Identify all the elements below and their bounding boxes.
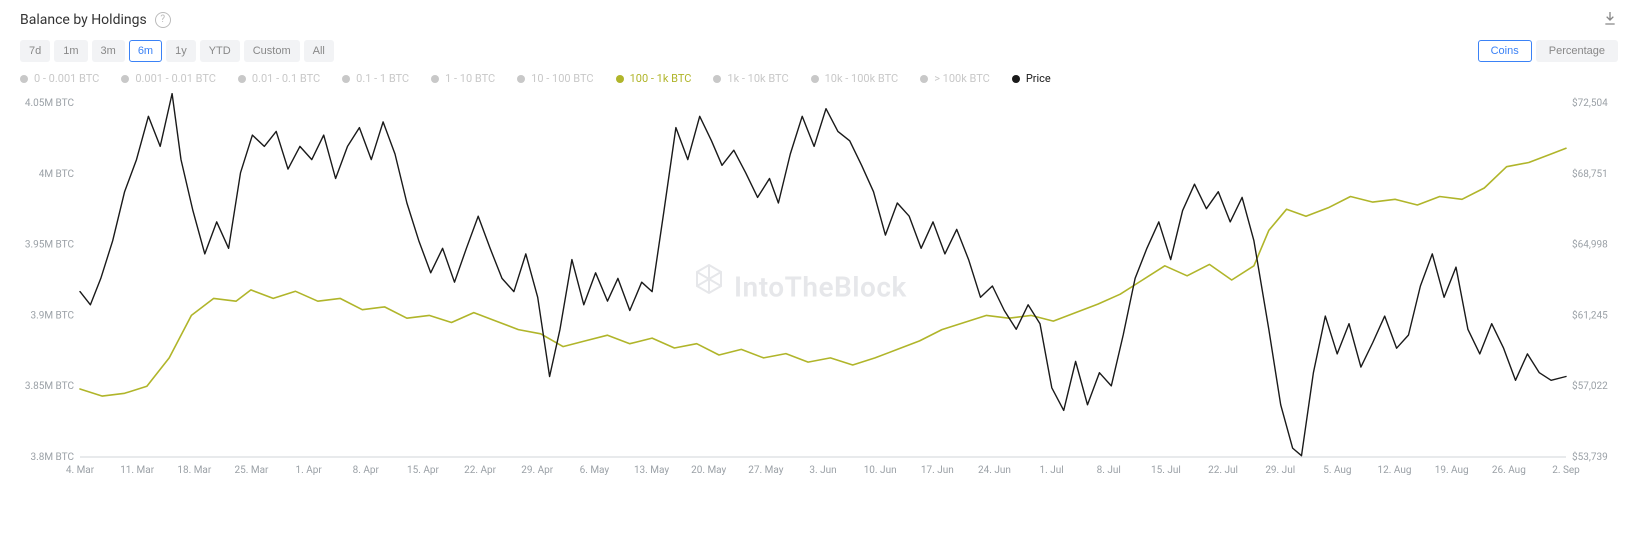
legend-dot-icon [121,75,129,83]
svg-text:1. Jul: 1. Jul [1040,465,1064,476]
svg-text:IntoTheBlock: IntoTheBlock [734,270,907,303]
unit-btn-coins[interactable]: Coins [1478,40,1532,62]
legend-dot-icon [713,75,721,83]
svg-text:4. Mar: 4. Mar [66,465,95,476]
legend-dot-icon [20,75,28,83]
range-btn-all[interactable]: All [304,40,334,62]
unit-btn-percentage[interactable]: Percentage [1536,40,1618,62]
svg-text:1. Apr: 1. Apr [295,465,322,476]
legend-label: 0.1 - 1 BTC [356,72,409,85]
legend-label: Price [1026,72,1051,85]
range-btn-custom[interactable]: Custom [244,40,300,62]
svg-text:3.8M BTC: 3.8M BTC [30,452,74,463]
svg-text:29. Apr: 29. Apr [521,465,553,476]
range-btn-3m[interactable]: 3m [92,40,125,62]
help-icon[interactable]: ? [155,12,171,28]
svg-text:6. May: 6. May [580,465,610,476]
legend-item[interactable]: 10k - 100k BTC [811,72,899,85]
svg-text:24. Jun: 24. Jun [978,465,1011,476]
legend: 0 - 0.001 BTC 0.001 - 0.01 BTC 0.01 - 0.1 … [0,72,1638,93]
download-icon[interactable] [1602,10,1618,30]
time-range-group: 7d1m3m6m1yYTDCustomAll [20,40,334,62]
legend-dot-icon [431,75,439,83]
legend-dot-icon [342,75,350,83]
legend-item[interactable]: > 100k BTC [920,72,990,85]
svg-text:11. Mar: 11. Mar [120,465,155,476]
svg-text:4.05M BTC: 4.05M BTC [25,98,75,109]
legend-item[interactable]: 0.001 - 0.01 BTC [121,72,216,85]
unit-toggle-group: CoinsPercentage [1478,40,1618,62]
svg-text:27. May: 27. May [748,465,783,476]
legend-label: 0 - 0.001 BTC [34,72,99,85]
legend-label: 0.01 - 0.1 BTC [252,72,320,85]
svg-text:10. Jun: 10. Jun [864,465,897,476]
svg-text:20. May: 20. May [691,465,726,476]
svg-text:15. Jul: 15. Jul [1151,465,1181,476]
svg-text:22. Jul: 22. Jul [1208,465,1238,476]
svg-text:$64,998: $64,998 [1572,238,1608,251]
svg-text:3.85M BTC: 3.85M BTC [25,381,75,392]
svg-text:$68,751: $68,751 [1572,167,1608,180]
svg-text:4M BTC: 4M BTC [39,169,75,180]
legend-item[interactable]: Price [1012,72,1051,85]
range-btn-ytd[interactable]: YTD [200,40,240,62]
legend-label: 1k - 10k BTC [727,72,788,85]
svg-text:17. Jun: 17. Jun [921,465,954,476]
legend-item[interactable]: 0.01 - 0.1 BTC [238,72,320,85]
legend-item[interactable]: 100 - 1k BTC [616,72,692,85]
svg-text:3.9M BTC: 3.9M BTC [30,310,74,321]
legend-item[interactable]: 0.1 - 1 BTC [342,72,409,85]
svg-text:29. Jul: 29. Jul [1265,465,1295,476]
svg-text:26. Aug: 26. Aug [1492,465,1526,476]
svg-text:19. Aug: 19. Aug [1435,465,1469,476]
svg-text:3.95M BTC: 3.95M BTC [25,240,75,251]
legend-dot-icon [811,75,819,83]
legend-label: 0.001 - 0.01 BTC [135,72,216,85]
legend-item[interactable]: 1 - 10 BTC [431,72,495,85]
legend-item[interactable]: 0 - 0.001 BTC [20,72,99,85]
svg-text:18. Mar: 18. Mar [177,465,212,476]
range-btn-1m[interactable]: 1m [54,40,87,62]
svg-text:2. Sep: 2. Sep [1552,465,1580,476]
legend-dot-icon [920,75,928,83]
svg-text:25. Mar: 25. Mar [235,465,270,476]
svg-text:$61,245: $61,245 [1572,308,1608,321]
svg-text:22. Apr: 22. Apr [464,465,496,476]
legend-dot-icon [616,75,624,83]
svg-text:15. Apr: 15. Apr [407,465,439,476]
legend-dot-icon [238,75,246,83]
svg-text:$72,504: $72,504 [1572,96,1608,109]
legend-dot-icon [1012,75,1020,83]
svg-text:$57,022: $57,022 [1572,379,1608,392]
svg-text:8. Jul: 8. Jul [1097,465,1121,476]
legend-label: 1 - 10 BTC [445,72,495,85]
page-title: Balance by Holdings [20,12,147,28]
range-btn-7d[interactable]: 7d [20,40,50,62]
svg-text:8. Apr: 8. Apr [353,465,380,476]
legend-item[interactable]: 1k - 10k BTC [713,72,788,85]
svg-text:$53,739: $53,739 [1572,450,1608,463]
legend-dot-icon [517,75,525,83]
range-btn-6m[interactable]: 6m [129,40,162,62]
legend-label: > 100k BTC [934,72,990,85]
legend-label: 10k - 100k BTC [825,72,899,85]
svg-text:3. Jun: 3. Jun [809,465,836,476]
svg-text:13. May: 13. May [634,465,669,476]
svg-text:12. Aug: 12. Aug [1378,465,1412,476]
svg-text:5. Aug: 5. Aug [1323,465,1351,476]
holdings-chart: IntoTheBlock 4.05M BTC 4M BTC 3.95M BTC 3.9M… [20,93,1618,485]
range-btn-1y[interactable]: 1y [166,40,196,62]
legend-label: 10 - 100 BTC [531,72,593,85]
legend-label: 100 - 1k BTC [630,72,692,85]
legend-item[interactable]: 10 - 100 BTC [517,72,593,85]
